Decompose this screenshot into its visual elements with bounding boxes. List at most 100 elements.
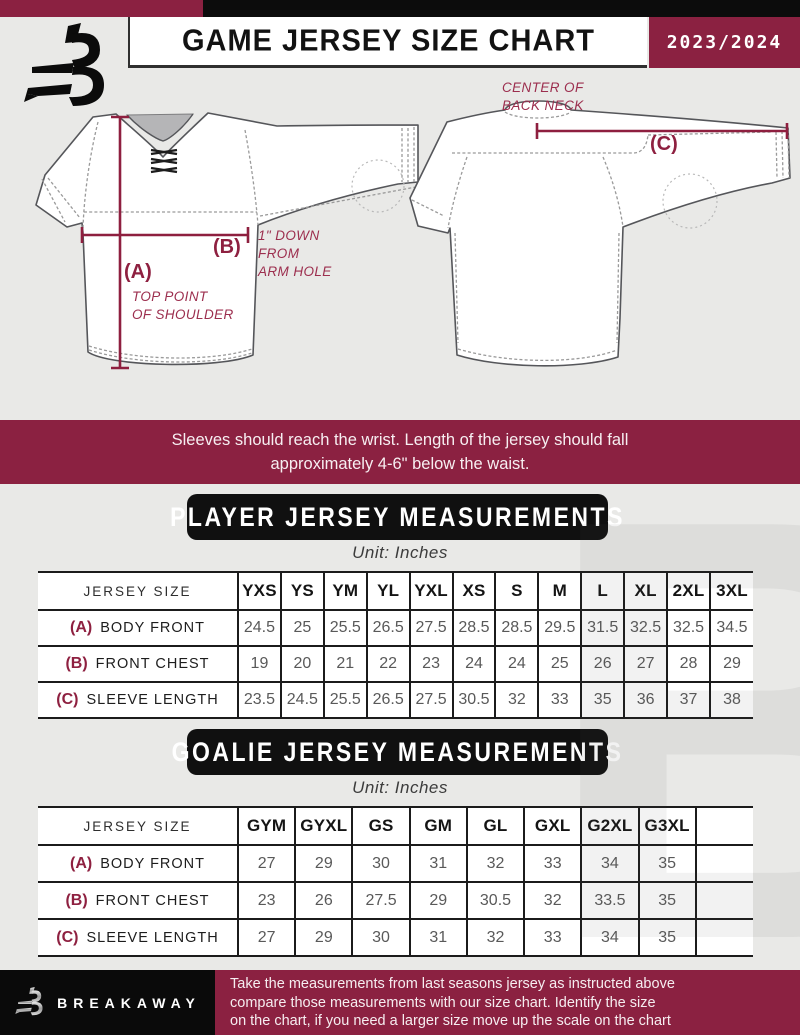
measurement-value	[694, 845, 753, 883]
arm-hole-note: 1" DOWN FROM ARM HOLE	[258, 227, 332, 282]
row-label: (B) FRONT CHEST	[38, 646, 238, 683]
size-column-header: YXS	[237, 572, 281, 611]
measurement-value: 27	[236, 845, 296, 883]
row-label: (A) BODY FRONT	[38, 845, 238, 883]
measurement-value: 32	[494, 682, 539, 719]
measurement-value: 31.5	[580, 610, 625, 647]
measurement-value: 35	[580, 682, 625, 719]
measure-label: FRONT CHEST	[95, 892, 210, 909]
arm-hole-note-line1: 1" DOWN	[258, 228, 320, 243]
measure-label: BODY FRONT	[100, 855, 205, 872]
size-column-header: GYM	[236, 807, 296, 846]
size-column-header: GXL	[523, 807, 582, 846]
size-column-header: YM	[322, 572, 367, 611]
measurement-value: 28.5	[451, 610, 496, 647]
size-column-header: L	[580, 572, 625, 611]
measurement-value: 35	[637, 845, 696, 883]
breakaway-logo-icon	[20, 20, 120, 120]
measurement-value: 21	[322, 646, 367, 683]
measurement-value: 23	[236, 882, 296, 920]
measurement-value: 19	[237, 646, 281, 683]
size-column-header: M	[537, 572, 582, 611]
goalie-unit-label: Unit: Inches	[352, 778, 448, 797]
size-column-header: YL	[365, 572, 410, 611]
front-seams	[41, 121, 417, 363]
size-column-header: S	[494, 572, 539, 611]
measurement-value: 26	[294, 882, 353, 920]
jersey-size-header: JERSEY SIZE	[38, 807, 238, 846]
elbow-pad-outline	[351, 159, 405, 213]
measurement-value: 29	[294, 845, 353, 883]
measurement-value: 32.5	[666, 610, 710, 647]
measurement-table: JERSEY SIZE YXS YS YM YL YXL XS S M L XL 2XL 3XL (A) B…	[38, 571, 753, 719]
measurement-value: 33	[537, 682, 582, 719]
player-measurements-table: JERSEY SIZE YXS YS YM YL YXL XS S M L XL 2XL 3XL (A) B…	[38, 571, 754, 719]
front-jersey-diagram	[35, 112, 419, 370]
measurement-value: 26.5	[365, 610, 410, 647]
size-column-header: GM	[408, 807, 467, 846]
measure-key: (C)	[56, 928, 79, 946]
measurement-value: 32.5	[623, 610, 668, 647]
measurement-lines-front	[80, 115, 250, 370]
size-column-header: GYXL	[294, 807, 353, 846]
measurement-value	[694, 882, 753, 920]
measure-c-key: (C)	[650, 133, 678, 155]
measurement-value: 29	[708, 646, 753, 683]
footer-breakaway-logo-icon	[15, 986, 43, 1015]
measurement-value: 24	[494, 646, 539, 683]
footer-brand-box: BREAKAWAY	[0, 970, 215, 1035]
arm-hole-note-line3: ARM HOLE	[258, 264, 332, 280]
measure-a-key: (A)	[124, 261, 152, 283]
measurement-value: 33	[523, 919, 582, 957]
footer-instructions-line1: Take the measurements from last seasons …	[230, 976, 675, 992]
shoulder-note-line1: TOP POINT	[132, 289, 208, 304]
goalie-section-banner: GOALIE JERSEY MEASUREMENTS	[172, 729, 621, 775]
front-jersey-outline	[35, 112, 419, 366]
measurement-value: 20	[279, 646, 324, 683]
fit-notice-line2: approximately 4-6" below the waist.	[270, 455, 530, 473]
row-label: (A) BODY FRONT	[38, 610, 238, 647]
measurement-value: 36	[623, 682, 668, 719]
page-title: GAME JERSEY SIZE CHART	[181, 23, 596, 58]
center-back-neck-label: CENTER OF BACK NECK	[502, 79, 584, 115]
measurement-value: 30	[351, 919, 410, 957]
size-column-header: 3XL	[708, 572, 753, 611]
elbow-pad-outline-back	[662, 173, 718, 229]
size-column-header	[694, 807, 753, 846]
table-row: (A) BODY FRONT 27 29 30 31 32 33 34 35	[38, 845, 753, 883]
measure-label: BODY FRONT	[100, 620, 205, 636]
measurement-table: JERSEY SIZE GYM GYXL GS GM GL GXL G2XL G3XL (A) BO…	[38, 806, 753, 957]
measurement-value: 27.5	[408, 610, 453, 647]
measure-key: (B)	[65, 891, 88, 909]
measurement-value: 24.5	[279, 682, 324, 719]
table-row: (A) BODY FRONT 24.5 25 25.5 26.5 27.5 28.5 28.5 2…	[38, 610, 753, 647]
back-jersey-outline	[409, 100, 791, 367]
season-label: 2023/2024	[666, 32, 783, 53]
measurement-value: 35	[637, 882, 696, 920]
jersey-size-header: JERSEY SIZE	[38, 572, 238, 611]
size-column-header: YS	[279, 572, 324, 611]
size-column-header: 2XL	[666, 572, 710, 611]
row-label: (B) FRONT CHEST	[38, 882, 238, 920]
measurement-value: 23.5	[237, 682, 281, 719]
measurement-value: 25	[279, 610, 324, 647]
measurement-value: 29.5	[537, 610, 582, 647]
measure-label: FRONT CHEST	[95, 656, 210, 672]
measurement-value: 32	[465, 845, 525, 883]
arm-hole-note-line2: FROM	[258, 246, 300, 262]
measurement-value: 33	[523, 845, 582, 883]
measurement-value: 34.5	[708, 610, 753, 647]
measurement-value: 28	[666, 646, 710, 683]
size-column-header: GS	[351, 807, 410, 846]
row-label: (C) SLEEVE LENGTH	[38, 682, 238, 719]
measurement-value: 22	[365, 646, 410, 683]
measurement-value: 26	[580, 646, 625, 683]
measurement-value: 31	[408, 845, 467, 883]
footer-instructions-line3: on the chart, if you need a larger size …	[230, 1013, 671, 1029]
measurement-value: 27	[236, 919, 296, 957]
measurement-value: 32	[523, 882, 582, 920]
measurement-value: 35	[637, 919, 696, 957]
measurement-value: 24	[451, 646, 496, 683]
measurement-value: 30	[351, 845, 410, 883]
size-column-header: G3XL	[637, 807, 696, 846]
